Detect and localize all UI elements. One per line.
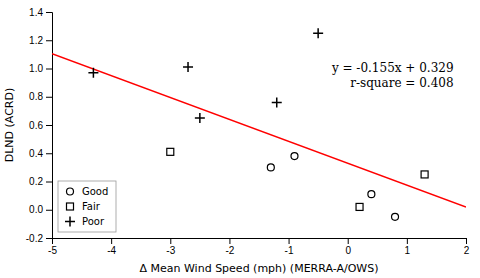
legend-label: Good [82, 186, 108, 197]
legend-symbol [65, 217, 75, 227]
annotation-line: r-square = 0.408 [350, 76, 453, 90]
x-axis-tick-mark [289, 238, 290, 244]
x-axis-tick-label: 0 [345, 245, 351, 256]
y-axis-tick-label: 0.8 [29, 91, 43, 102]
y-axis-tick: 0.4 [29, 148, 52, 159]
y-axis-tick-label: 1.2 [29, 35, 43, 46]
y-axis-tick-mark [46, 12, 52, 13]
y-axis-tick-mark [46, 40, 52, 41]
y-axis-tick-mark [46, 125, 52, 126]
legend-label: Poor [82, 216, 105, 227]
x-axis-tick: 2 [464, 238, 470, 256]
legend-frame [58, 181, 116, 232]
point [368, 191, 375, 198]
point-group [167, 148, 428, 210]
y-axis-tick-mark [46, 238, 52, 239]
point-group [267, 153, 398, 221]
x-axis-tick-label: -3 [166, 245, 175, 256]
annotation-line: y = -0.155x + 0.329 [331, 61, 454, 75]
chart: -5 -4 -3 -2 -1 0 1 2 -0.2 0.0 0.2 0.4 0.6 0.8 1.0 1.2 1.… [0, 0, 480, 278]
x-axis-tick-mark [348, 238, 349, 244]
y-axis-tick-label: 0.2 [29, 176, 43, 187]
point [272, 97, 282, 107]
legend: Good Fair Poor [58, 181, 116, 232]
x-axis-tick: -3 [166, 238, 175, 256]
x-axis-tick: -4 [107, 238, 116, 256]
annotation: y = -0.155x + 0.329r-square = 0.408 [331, 61, 454, 89]
point [421, 171, 428, 178]
x-axis-line [53, 239, 467, 245]
y-axis-tick: 1.4 [29, 7, 52, 18]
x-axis-tick-label: -1 [285, 245, 294, 256]
legend-label: Fair [82, 201, 101, 212]
x-axis-tick: 1 [405, 238, 411, 256]
y-axis-tick: -0.2 [26, 233, 52, 244]
x-axis-tick-label: -4 [107, 245, 116, 256]
y-axis-tick: 0.0 [29, 204, 52, 215]
x-axis-tick: -2 [225, 238, 234, 256]
point [392, 213, 399, 220]
x-axis: -5 -4 -3 -2 -1 0 1 2 [48, 238, 470, 256]
legend-symbol [67, 203, 74, 210]
y-axis-tick-label: 1.0 [29, 63, 43, 74]
y-axis-tick-mark [46, 153, 52, 154]
x-axis-tick: -5 [48, 238, 57, 256]
point [167, 148, 174, 155]
y-axis-tick: 0.8 [29, 91, 52, 102]
point [356, 203, 363, 210]
x-axis-tick: -1 [285, 238, 294, 256]
y-axis-tick-label: 1.4 [29, 7, 43, 18]
x-axis-tick-mark [111, 238, 112, 244]
y-axis-title: DLND (ACRD) [3, 88, 16, 163]
y-axis-tick-mark [46, 69, 52, 70]
x-axis-tick-label: 1 [405, 245, 411, 256]
y-axis-tick: 1.0 [29, 63, 52, 74]
x-axis-tick-mark [466, 238, 467, 244]
point-group [88, 28, 323, 123]
point [183, 62, 193, 72]
y-axis-tick-label: 0.0 [29, 204, 43, 215]
y-axis-tick-mark [46, 97, 52, 98]
x-axis-tick: 0 [345, 238, 351, 256]
x-axis-tick-label: -2 [225, 245, 234, 256]
y-axis-tick: 1.2 [29, 35, 52, 46]
y-axis-tick-label: -0.2 [26, 233, 44, 244]
x-axis-tick-label: 2 [464, 245, 470, 256]
point [291, 153, 298, 160]
x-axis-tick-mark [170, 238, 171, 244]
background [0, 0, 480, 278]
x-axis-tick-label: -5 [48, 245, 57, 256]
y-axis-tick-mark [46, 210, 52, 211]
x-axis-tick-mark [407, 238, 408, 244]
y-axis-tick-mark [46, 182, 52, 183]
point [88, 68, 98, 78]
y-axis-tick: 0.6 [29, 120, 52, 131]
y-axis-tick-label: 0.4 [29, 148, 43, 159]
y-axis: -0.2 0.0 0.2 0.4 0.6 0.8 1.0 1.2 1.4 [26, 7, 53, 244]
y-axis-tick: 0.2 [29, 176, 52, 187]
legend-symbol [67, 188, 74, 195]
x-axis-tick-mark [229, 238, 230, 244]
x-axis-title: Δ Mean Wind Speed (mph) (MERRA-A/OWS) [140, 262, 379, 275]
y-axis-tick-label: 0.6 [29, 120, 43, 131]
point [267, 164, 274, 171]
point [313, 28, 323, 38]
y-axis-line [46, 13, 53, 239]
point [195, 113, 205, 123]
